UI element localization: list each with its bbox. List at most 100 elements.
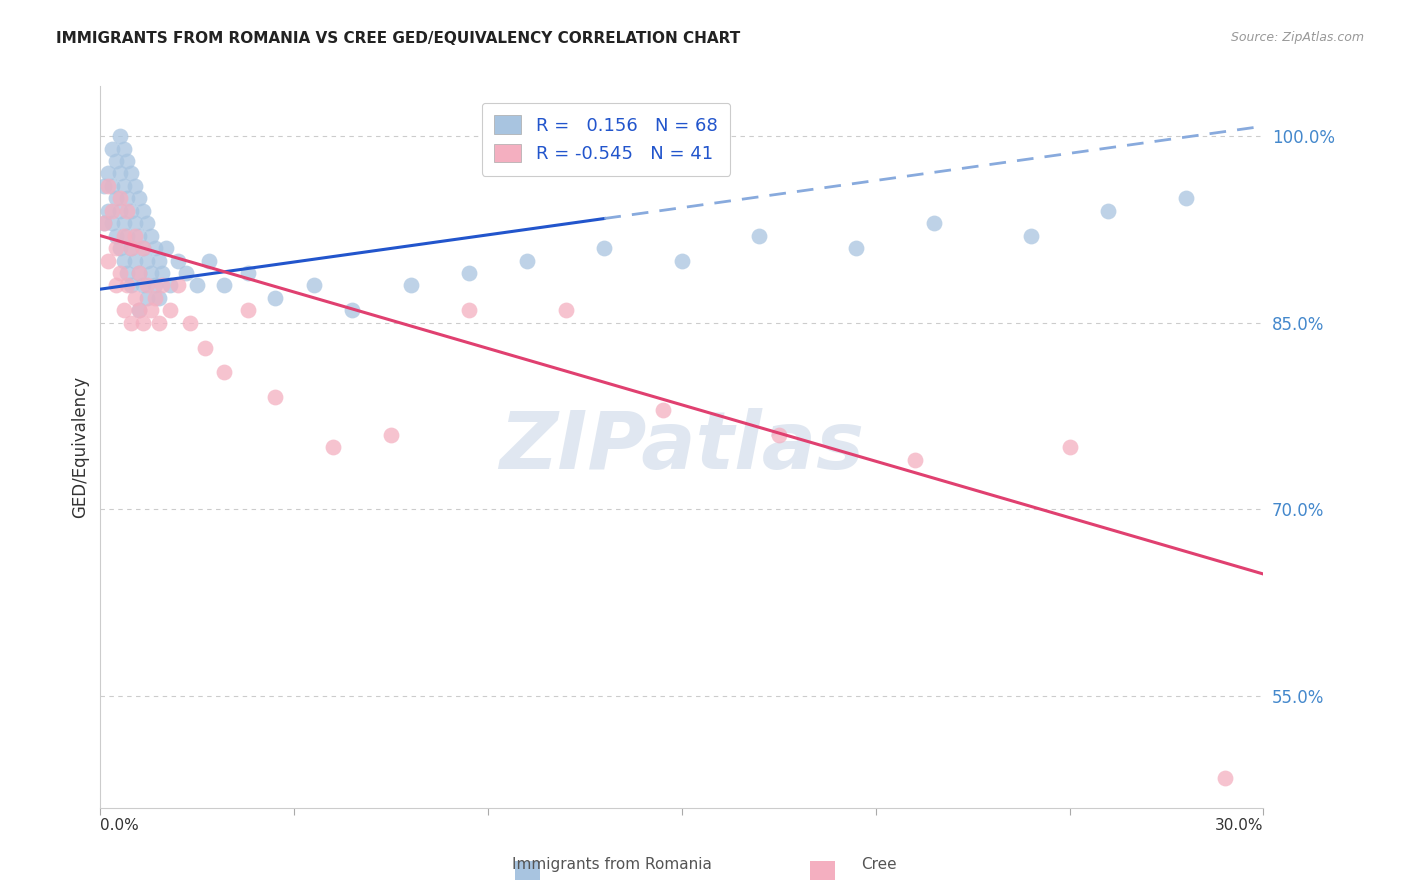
Point [135, 216, 157, 230]
Point [108, 166, 131, 180]
Point [104, 278, 127, 293]
Point [135, 253, 157, 268]
Point [93, 216, 115, 230]
Point [194, 341, 217, 355]
Point [150, 278, 173, 293]
Point [903, 452, 925, 467]
Legend: R =   0.156   N = 68, R = -0.545   N = 41: R = 0.156 N = 68, R = -0.545 N = 41 [482, 103, 730, 176]
Point [112, 216, 135, 230]
Point [143, 278, 166, 293]
Point [117, 203, 139, 218]
Point [101, 178, 124, 193]
Point [135, 278, 157, 293]
Point [342, 303, 364, 318]
Point [1019, 228, 1042, 243]
Point [120, 278, 142, 293]
Point [516, 253, 538, 268]
Point [104, 228, 127, 243]
Point [174, 266, 197, 280]
Point [120, 241, 142, 255]
Point [214, 366, 236, 380]
Point [124, 216, 146, 230]
Point [457, 266, 479, 280]
Point [120, 241, 142, 255]
Point [108, 203, 131, 218]
Point [263, 291, 285, 305]
Point [112, 142, 135, 156]
Point [117, 278, 139, 293]
Point [128, 303, 150, 318]
Point [112, 178, 135, 193]
Point [97, 166, 120, 180]
Point [108, 241, 131, 255]
Point [108, 191, 131, 205]
Point [148, 253, 170, 268]
Point [322, 440, 344, 454]
Point [97, 253, 120, 268]
Point [380, 427, 402, 442]
Point [768, 427, 790, 442]
Point [120, 316, 142, 330]
Point [128, 191, 150, 205]
Point [117, 228, 139, 243]
Text: 0.0%: 0.0% [100, 818, 139, 833]
Point [593, 241, 616, 255]
Point [132, 278, 155, 293]
Point [124, 228, 146, 243]
Point [93, 178, 115, 193]
Point [155, 241, 177, 255]
Point [135, 291, 157, 305]
Point [1097, 203, 1119, 218]
Point [554, 303, 576, 318]
Point [128, 228, 150, 243]
Point [143, 291, 166, 305]
Point [101, 142, 124, 156]
Point [120, 203, 142, 218]
Point [167, 278, 190, 293]
Point [159, 303, 181, 318]
Point [120, 166, 142, 180]
Point [148, 291, 170, 305]
Point [93, 216, 115, 230]
Point [117, 153, 139, 168]
Point [148, 316, 170, 330]
Point [845, 241, 868, 255]
Point [236, 266, 259, 280]
Point [104, 153, 127, 168]
Text: Source: ZipAtlas.com: Source: ZipAtlas.com [1230, 31, 1364, 45]
Point [236, 303, 259, 318]
Point [128, 303, 150, 318]
Point [139, 228, 162, 243]
Point [108, 129, 131, 144]
Text: 30.0%: 30.0% [1215, 818, 1264, 833]
Point [651, 402, 673, 417]
Point [124, 291, 146, 305]
Point [167, 253, 190, 268]
Point [159, 278, 181, 293]
Point [302, 278, 325, 293]
Point [104, 241, 127, 255]
Point [97, 203, 120, 218]
Point [1174, 191, 1197, 205]
Point [117, 266, 139, 280]
Point [263, 390, 285, 404]
Point [186, 278, 208, 293]
Point [112, 253, 135, 268]
Point [1213, 771, 1236, 785]
Point [139, 303, 162, 318]
Point [124, 178, 146, 193]
Point [108, 266, 131, 280]
Text: IMMIGRANTS FROM ROMANIA VS CREE GED/EQUIVALENCY CORRELATION CHART: IMMIGRANTS FROM ROMANIA VS CREE GED/EQUI… [56, 31, 741, 46]
Point [132, 241, 155, 255]
Point [671, 253, 693, 268]
Point [457, 303, 479, 318]
Point [101, 216, 124, 230]
Point [143, 241, 166, 255]
Text: ZIPatlas: ZIPatlas [499, 409, 865, 486]
Point [179, 316, 201, 330]
Point [1059, 440, 1081, 454]
Point [399, 278, 422, 293]
Point [128, 266, 150, 280]
Point [97, 178, 120, 193]
Point [101, 203, 124, 218]
